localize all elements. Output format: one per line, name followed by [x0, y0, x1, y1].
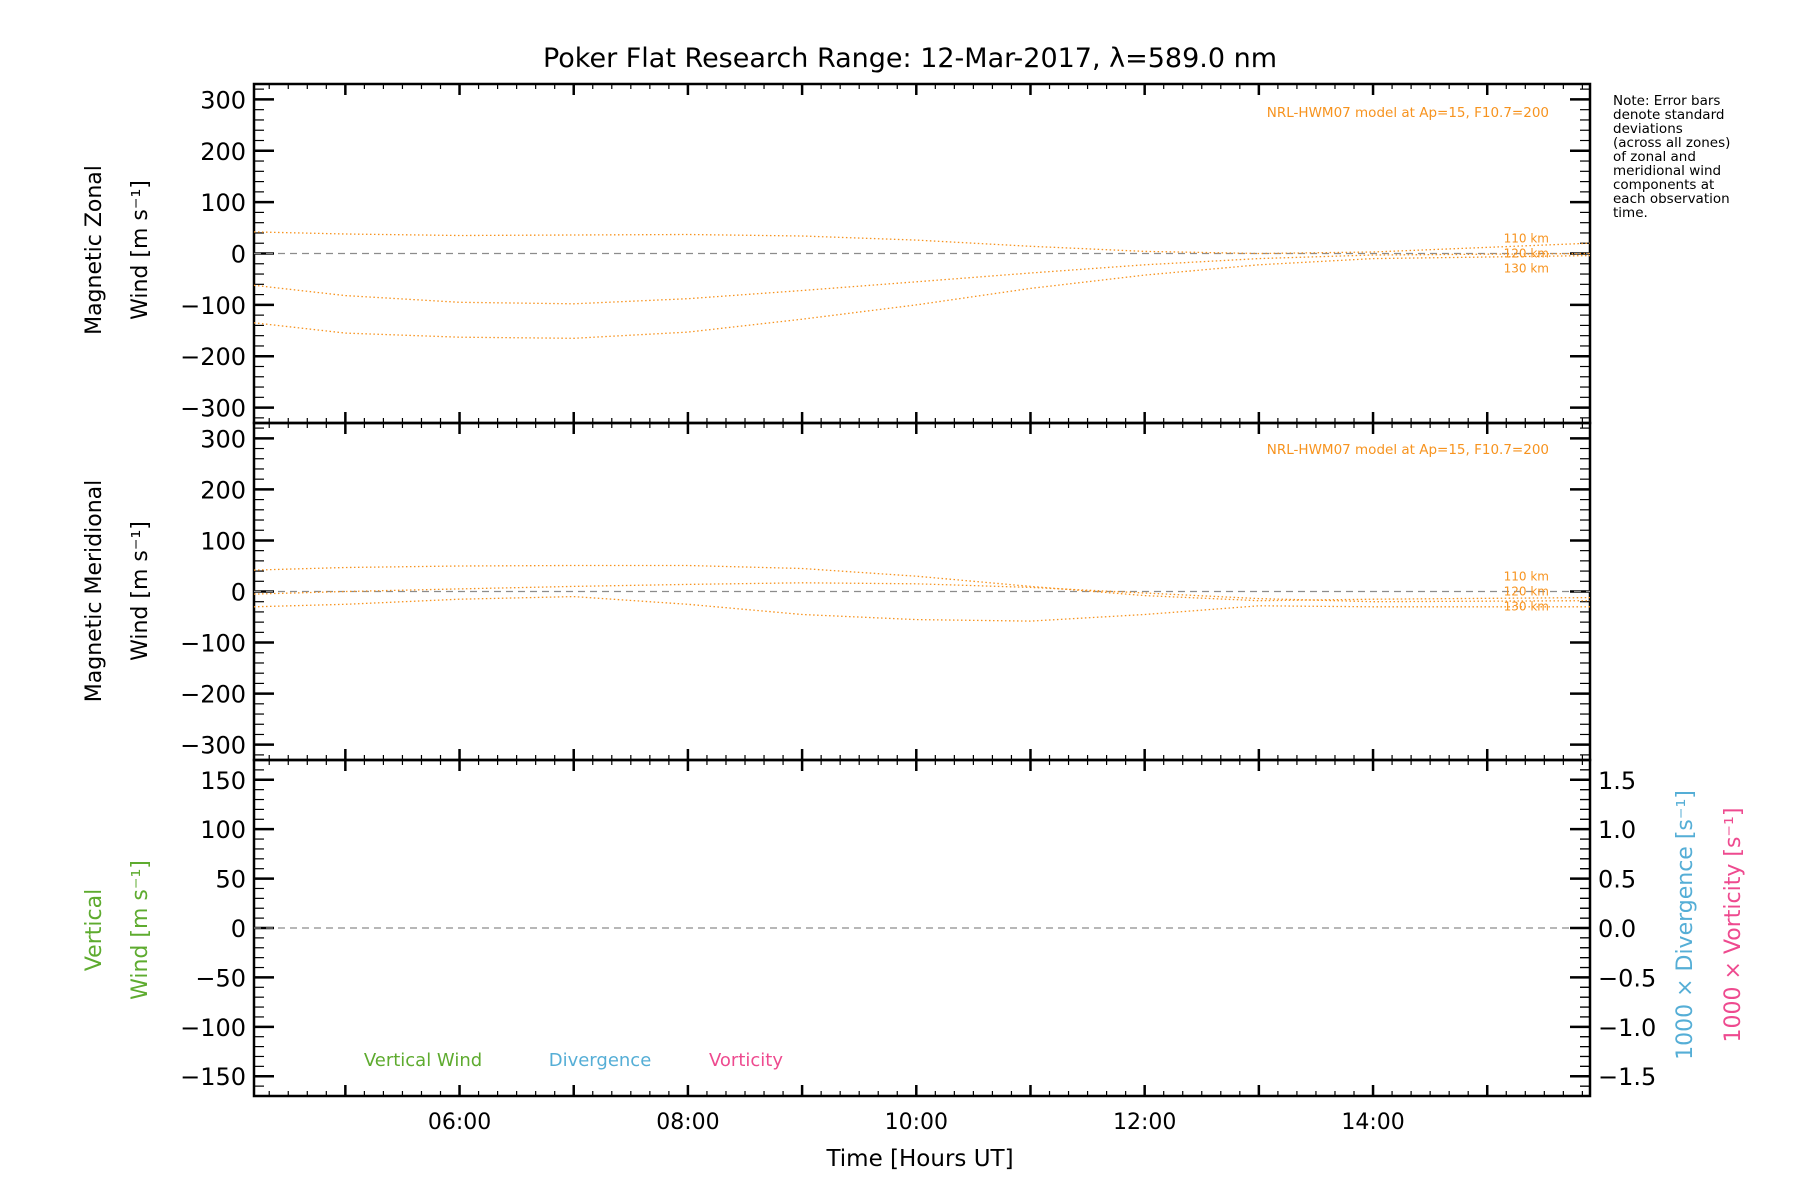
legend-vorticity: Vorticity: [709, 1050, 783, 1071]
y-tick-label: 0: [231, 579, 246, 607]
chart-title: Poker Flat Research Range: 12-Mar-2017, …: [543, 43, 1277, 74]
meridional-ylabel-line2: Wind [m s⁻¹]: [128, 521, 153, 661]
note-line: of zonal and: [1613, 149, 1696, 165]
vertical-wind-panel: Vertical Wind [m s⁻¹] 1000 × Divergence …: [82, 758, 1746, 1172]
vertical-plot-frame: [252, 758, 1592, 1098]
error-bar-note: Note: Error bars denote standard deviati…: [1613, 94, 1793, 220]
zonal-series-120km: [253, 252, 1591, 305]
zonal-plot-frame: [252, 82, 1592, 425]
series-label: 110 km: [1504, 570, 1549, 584]
right-y-tick-label: −0.5: [1598, 964, 1656, 992]
note-line: meridional wind: [1613, 163, 1722, 179]
x-tick-label: 12:00: [1113, 1110, 1176, 1135]
y-tick-label: 0: [231, 241, 246, 269]
right-y-tick-label: 1.0: [1598, 816, 1636, 844]
zonal-series-110km: [253, 231, 1591, 255]
zonal-wind-panel: Magnetic Zonal Wind [m s⁻¹] NRL-HWM07 mo…: [82, 82, 1592, 425]
series-label: 130 km: [1504, 262, 1549, 276]
meridional-ylabel-line1: Magnetic Meridional: [82, 480, 107, 702]
series-label: 110 km: [1504, 232, 1549, 246]
note-line: components at: [1613, 177, 1715, 193]
x-tick-label: 06:00: [428, 1110, 491, 1135]
legend-vertical-wind: Vertical Wind: [364, 1050, 482, 1071]
x-axis-label: Time [Hours UT]: [825, 1146, 1013, 1172]
meridional-model-label: NRL-HWM07 model at Ap=15, F10.7=200: [1267, 442, 1549, 458]
note-line: denote standard: [1613, 107, 1725, 123]
series-label: 120 km: [1504, 247, 1549, 261]
y-tick-label: −150: [180, 1063, 246, 1091]
note-line: deviations: [1613, 121, 1683, 137]
y-tick-label: −100: [180, 630, 246, 658]
y-tick-label: −100: [180, 1014, 246, 1042]
y-tick-label: 100: [200, 189, 246, 217]
right-y-tick-label: 0.0: [1598, 915, 1636, 943]
y-tick-label: −200: [180, 343, 246, 371]
divergence-axis-label: 1000 × Divergence [s⁻¹]: [1673, 790, 1698, 1060]
right-y-tick-label: −1.0: [1598, 1014, 1656, 1042]
y-tick-label: 200: [200, 138, 246, 166]
meridional-series-130km: [253, 595, 1590, 622]
y-tick-label: 0: [231, 915, 246, 943]
y-tick-label: 300: [200, 425, 246, 453]
vorticity-axis-label: 1000 × Vorticity [s⁻¹]: [1721, 808, 1746, 1043]
note-line: (across all zones): [1613, 135, 1731, 151]
x-tick-label: 14:00: [1341, 1110, 1404, 1135]
y-tick-label: 100: [200, 527, 246, 555]
y-tick-label: −100: [180, 292, 246, 320]
zonal-model-label: NRL-HWM07 model at Ap=15, F10.7=200: [1267, 105, 1549, 121]
legend-divergence: Divergence: [549, 1050, 652, 1071]
y-tick-label: 50: [215, 866, 246, 894]
y-tick-label: −300: [180, 732, 246, 760]
zonal-series-130km: [253, 254, 1591, 339]
right-y-tick-label: 1.5: [1598, 767, 1636, 795]
meridional-wind-panel: Magnetic Meridional Wind [m s⁻¹] NRL-HWM…: [82, 421, 1592, 762]
vertical-ylabel-line1: Vertical: [82, 889, 107, 971]
zonal-ylabel-line2: Wind [m s⁻¹]: [128, 180, 153, 320]
right-y-tick-label: 0.5: [1598, 866, 1636, 894]
y-tick-label: 300: [200, 86, 246, 114]
vertical-ylabel-line2: Wind [m s⁻¹]: [128, 860, 153, 1000]
note-line: each observation: [1613, 191, 1730, 207]
zonal-ylabel-line1: Magnetic Zonal: [82, 165, 107, 335]
note-line: time.: [1613, 205, 1648, 221]
note-line: Note: Error bars: [1613, 93, 1721, 109]
y-tick-label: 100: [200, 816, 246, 844]
meridional-plot-frame: [252, 421, 1592, 762]
y-tick-label: 150: [200, 767, 246, 795]
series-label: 130 km: [1504, 600, 1549, 614]
y-tick-label: −50: [195, 964, 246, 992]
right-y-tick-label: −1.5: [1598, 1063, 1656, 1091]
meridional-series-120km: [253, 582, 1591, 603]
y-tick-label: 200: [200, 476, 246, 504]
x-tick-label: 10:00: [885, 1110, 948, 1135]
meridional-series-110km: [253, 564, 1591, 602]
y-tick-label: −200: [180, 681, 246, 709]
y-tick-label: −300: [180, 395, 246, 423]
x-tick-label: 08:00: [656, 1110, 719, 1135]
series-label: 120 km: [1504, 585, 1549, 599]
